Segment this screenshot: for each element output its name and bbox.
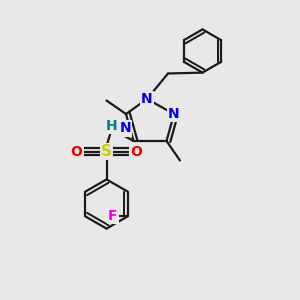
Text: N: N xyxy=(141,92,153,106)
Text: N: N xyxy=(168,107,180,121)
Text: N: N xyxy=(119,122,131,135)
Text: S: S xyxy=(101,144,112,159)
Text: H: H xyxy=(106,119,118,133)
Text: F: F xyxy=(108,209,118,223)
Text: O: O xyxy=(70,145,83,158)
Text: O: O xyxy=(130,145,142,158)
